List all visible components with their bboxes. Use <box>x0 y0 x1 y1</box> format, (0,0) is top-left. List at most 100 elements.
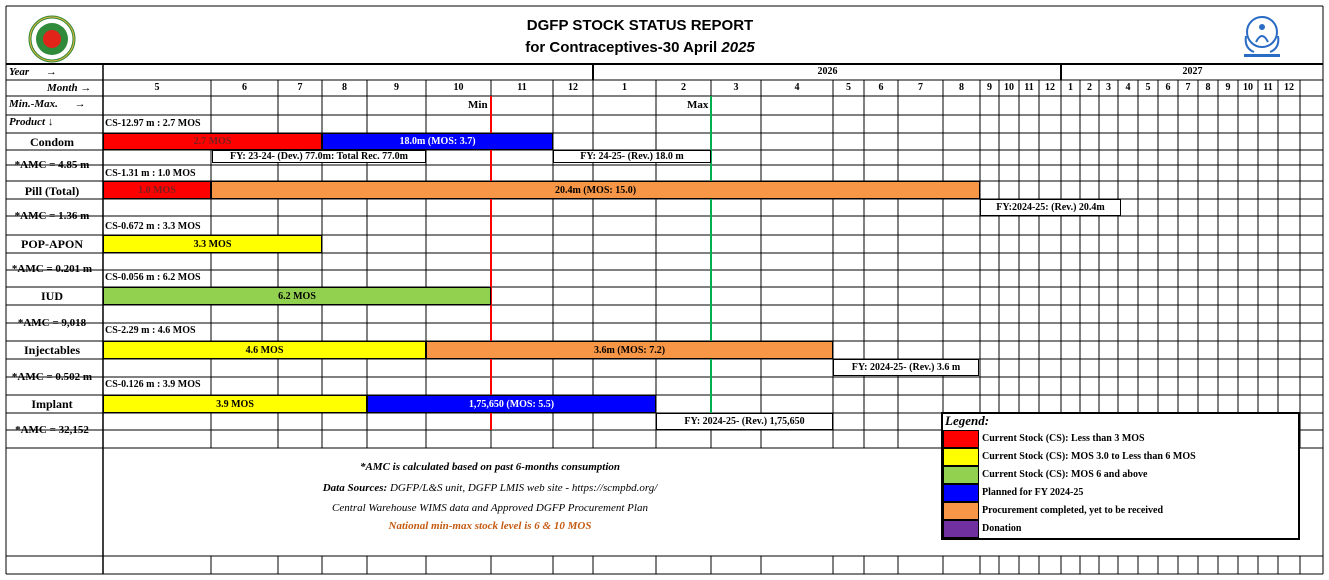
minmax-arrow-icon: → <box>74 98 86 110</box>
month-cell: 12 <box>1284 82 1294 93</box>
legend-label: Planned for FY 2024-25 <box>982 487 1084 498</box>
legend-title: Legend: <box>945 413 990 428</box>
pill-current-stock-bar: 1.0 MOS <box>103 181 211 199</box>
amc-footnote: *AMC is calculated based on past 6-month… <box>359 461 621 473</box>
month-cell: 10 <box>1004 82 1014 93</box>
min-label: Min <box>468 99 488 111</box>
month-cell: 9 <box>987 82 992 93</box>
legend-swatch <box>943 448 979 466</box>
legend-label: Procurement completed, yet to be receive… <box>982 505 1164 516</box>
pill-current-stock: CS-1.31 m : 1.0 MOS <box>105 168 196 179</box>
month-cell: 5 <box>846 82 851 93</box>
implant-fy24-note: FY: 2024-25- (Rev.) 1,75,650 <box>656 413 833 430</box>
month-cell: 6 <box>1165 82 1171 93</box>
month-cell: 7 <box>297 82 303 93</box>
condom-fy24-note: FY: 24-25- (Rev.) 18.0 m <box>553 150 711 163</box>
month-cell: 4 <box>794 82 800 93</box>
month-cell: 1 <box>1068 82 1073 93</box>
condom-amc: *AMC = 4.85 m <box>14 159 90 171</box>
implant-current-stock-bar: 3.9 MOS <box>103 395 367 413</box>
month-cell: 12 <box>568 82 578 93</box>
popapon-amc: *AMC = 0.201 m <box>11 263 93 275</box>
minmax-row-label: Min.-Max. → <box>9 98 86 110</box>
year-2027: 2027 <box>1182 66 1203 77</box>
product-row-label: Product ↓ <box>9 116 53 128</box>
pill-procurement-bar: 20.4m (MOS: 15.0) <box>211 181 980 199</box>
month-cell: 4 <box>1125 82 1131 93</box>
month-cell: 11 <box>517 82 527 93</box>
month-cell: 6 <box>878 82 884 93</box>
injectables-fy24-note: FY: 2024-25- (Rev.) 3.6 m <box>833 359 979 376</box>
pill-fy24-note: FY:2024-25: (Rev.) 20.4m <box>980 199 1121 216</box>
implant-planned-bar: 1,75,650 (MOS: 5.5) <box>367 395 656 413</box>
month-cell: 7 <box>1185 82 1191 93</box>
month-label-text: Month <box>47 82 78 94</box>
month-cell: 2 <box>681 82 686 93</box>
dgfp-family-planning-logo-icon <box>1244 16 1280 57</box>
month-cell: 5 <box>154 82 160 93</box>
month-cell: 8 <box>959 82 964 93</box>
month-cell: 8 <box>1205 82 1211 93</box>
legend-swatch <box>943 502 979 520</box>
pill-product-name: Pill (Total) <box>24 184 80 198</box>
legend-label: Donation <box>982 523 1022 534</box>
data-sources-line2: Central Warehouse WIMS data and Approved… <box>332 502 648 514</box>
legend-swatch <box>943 484 979 502</box>
month-cell: 9 <box>1225 82 1231 93</box>
report-subtitle-year: 2025 <box>721 39 755 56</box>
data-sources-footnote: Data Sources: DGFP/L&S unit, DGFP LMIS w… <box>140 482 840 494</box>
popapon-product-name: POP-APON <box>21 237 83 251</box>
legend-swatch <box>943 466 979 484</box>
injectables-product-name: Injectables <box>24 343 80 357</box>
report-subtitle-prefix: for Contraceptives-30 April <box>525 39 722 56</box>
year-row-label: Year → <box>9 66 57 78</box>
iud-amc: *AMC = 9,018 <box>17 317 87 329</box>
legend-label: Current Stock (CS): Less than 3 MOS <box>982 433 1145 444</box>
minmax-label-text: Min.-Max. <box>9 98 58 110</box>
condom-fy23-note: FY: 23-24- (Dev.) 77.0m: Total Rec. 77.0… <box>212 150 426 163</box>
popapon-current-stock: CS-0.672 m : 3.3 MOS <box>105 221 201 232</box>
implant-product-name: Implant <box>31 397 73 411</box>
minmax-footnote: National min-max stock level is 6 & 10 M… <box>388 520 592 532</box>
legend-swatch <box>943 430 979 448</box>
injectables-procurement-bar: 3.6m (MOS: 7.2) <box>426 341 833 359</box>
month-cell: 10 <box>453 82 464 93</box>
month-cell: 11 <box>1024 82 1034 93</box>
legend-label: Current Stock (CS): MOS 6 and above <box>982 469 1148 480</box>
month-cell: 12 <box>1045 82 1055 93</box>
data-sources-text: DGFP/L&S unit, DGFP LMIS web site - http… <box>389 482 658 494</box>
implant-amc: *AMC = 32,152 <box>15 424 89 436</box>
injectables-current-stock-bar: 4.6 MOS <box>103 341 426 359</box>
legend-swatch <box>943 520 979 538</box>
condom-planned-bar: 18.0m (MOS: 3.7) <box>322 133 553 150</box>
popapon-current-stock-bar: 3.3 MOS <box>103 235 322 253</box>
iud-current-stock: CS-0.056 m : 6.2 MOS <box>105 272 201 283</box>
year-2026: 2026 <box>817 66 838 77</box>
product-label-text: Product <box>9 116 46 128</box>
iud-product-name: IUD <box>40 289 63 303</box>
month-cell: 5 <box>1145 82 1151 93</box>
pill-amc: *AMC = 1.36 m <box>14 210 90 222</box>
injectables-amc: *AMC = 0.502 m <box>11 371 93 383</box>
condom-product-name: Condom <box>29 135 74 149</box>
month-cell: 10 <box>1243 82 1253 93</box>
max-label: Max <box>687 99 709 111</box>
legend-label: Current Stock (CS): MOS 3.0 to Less than… <box>982 451 1196 462</box>
month-cell: 6 <box>242 82 247 93</box>
month-cell: 9 <box>394 82 399 93</box>
month-cell: 11 <box>1263 82 1273 93</box>
month-cell: 8 <box>342 82 347 93</box>
implant-current-stock: CS-0.126 m : 3.9 MOS <box>105 379 201 390</box>
month-arrow-icon: → <box>80 82 92 94</box>
data-sources-label: Data Sources: <box>322 482 390 494</box>
injectables-current-stock: CS-2.29 m : 4.6 MOS <box>105 325 196 336</box>
report-title: DGFP STOCK STATUS REPORT <box>526 17 754 34</box>
condom-current-stock-bar: 2.7 MOS <box>103 133 322 150</box>
year-label-text: Year <box>9 66 30 78</box>
month-row-label: Month → <box>47 82 91 94</box>
legend-box <box>941 412 1300 540</box>
month-cell: 2 <box>1087 82 1092 93</box>
year-arrow-icon: → <box>45 66 57 78</box>
month-cell: 7 <box>918 82 923 93</box>
